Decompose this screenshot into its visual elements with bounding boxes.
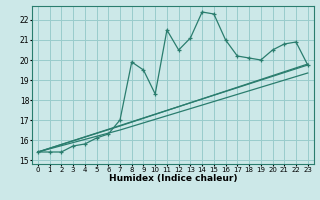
X-axis label: Humidex (Indice chaleur): Humidex (Indice chaleur) — [108, 174, 237, 183]
